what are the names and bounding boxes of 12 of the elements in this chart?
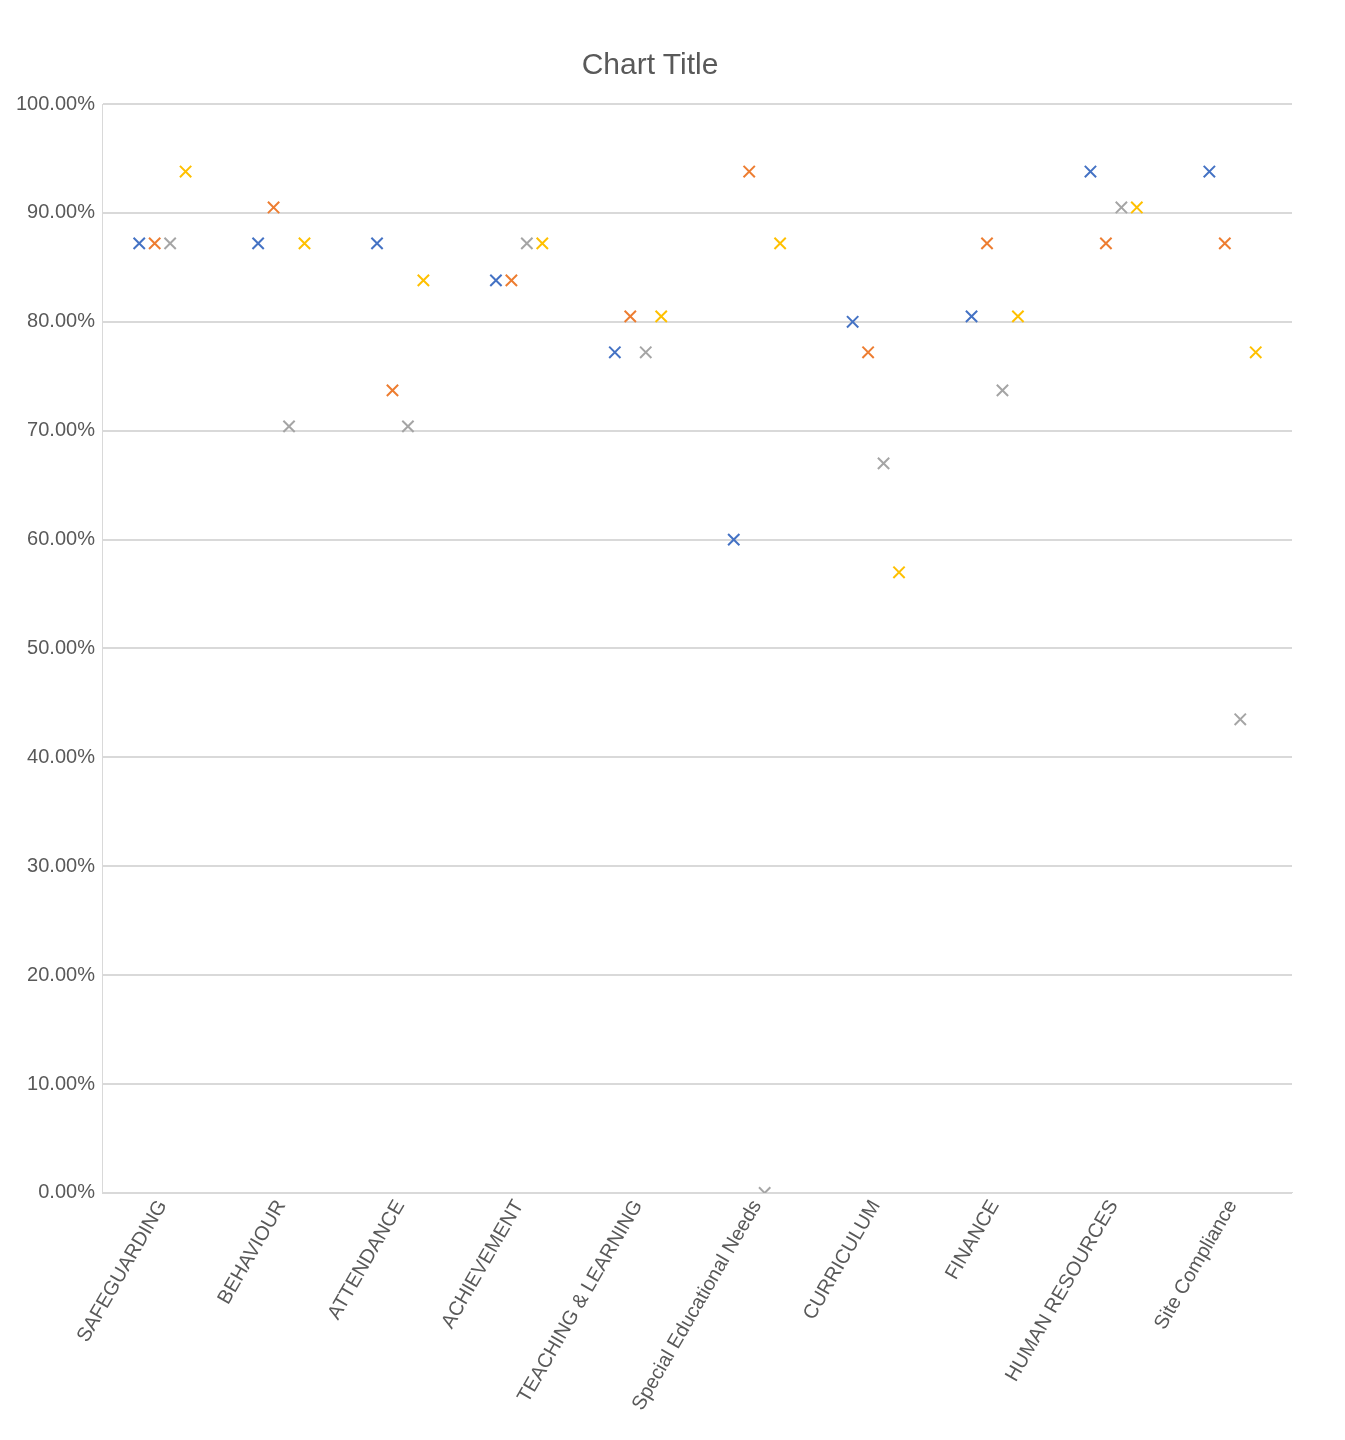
y-tick-label: 100.00% bbox=[15, 91, 96, 114]
y-tick-label: 70.00% bbox=[27, 418, 96, 441]
y-tick-label: 0.00% bbox=[38, 1180, 96, 1203]
y-tick-label: 90.00% bbox=[27, 200, 96, 223]
chart-title: Chart Title bbox=[581, 47, 719, 81]
y-tick-label: 80.00% bbox=[27, 309, 96, 332]
y-tick-label: 30.00% bbox=[27, 853, 96, 876]
y-tick-label: 10.00% bbox=[27, 1071, 96, 1094]
y-tick-label: 20.00% bbox=[27, 962, 96, 985]
y-tick-label: 40.00% bbox=[27, 744, 96, 767]
y-tick-label: 60.00% bbox=[27, 527, 96, 550]
y-tick-label: 50.00% bbox=[27, 636, 96, 659]
